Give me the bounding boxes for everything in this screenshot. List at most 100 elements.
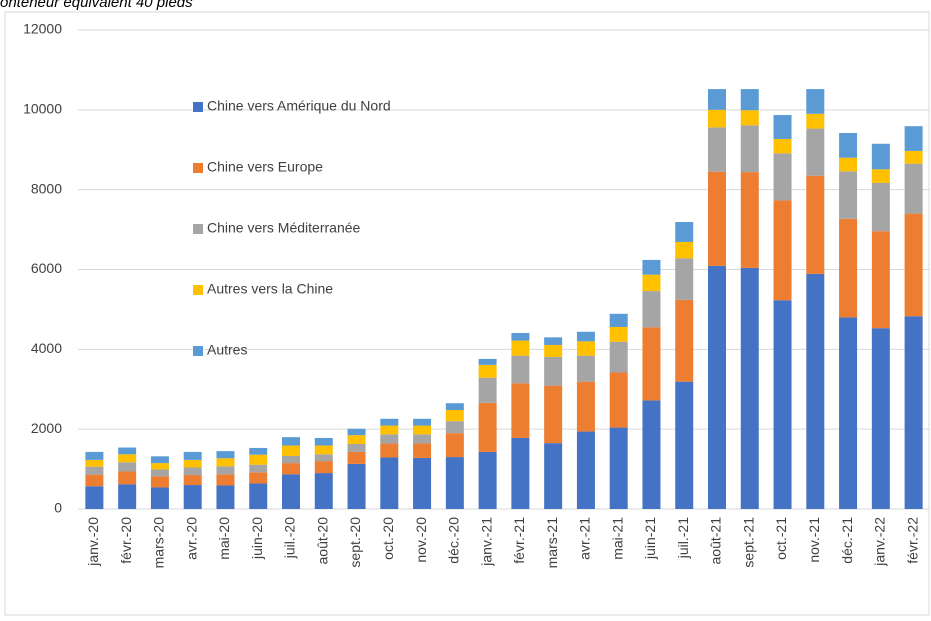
bar-segment bbox=[806, 113, 825, 129]
y-tick-label: 0 bbox=[54, 500, 62, 516]
x-tick-label: sept.-21 bbox=[740, 517, 756, 568]
bar-segment bbox=[282, 437, 300, 446]
bar-segment bbox=[183, 459, 202, 468]
bar-segment bbox=[871, 143, 890, 170]
legend-label: Autres vers la Chine bbox=[207, 281, 333, 297]
legend-label: Chine vers Méditerranée bbox=[207, 220, 361, 236]
bar-segment bbox=[85, 459, 104, 467]
bar-segment bbox=[150, 456, 169, 464]
bar-segment bbox=[118, 471, 137, 485]
bar-segment bbox=[347, 435, 366, 444]
bar-segment bbox=[511, 355, 530, 384]
bar-segment bbox=[740, 125, 759, 173]
bar-segment bbox=[249, 472, 268, 484]
bar-segment bbox=[445, 403, 464, 411]
bar-segment bbox=[380, 418, 399, 426]
legend-swatch bbox=[193, 285, 203, 295]
x-tick-label: nov.-20 bbox=[413, 517, 429, 563]
chart-border bbox=[4, 11, 930, 616]
legend-swatch bbox=[193, 346, 203, 356]
bar-segment bbox=[347, 443, 366, 452]
x-tick-label: mars-21 bbox=[544, 517, 560, 569]
bar-segment bbox=[708, 109, 726, 128]
bar-segment bbox=[544, 344, 563, 357]
bar-segment bbox=[871, 169, 890, 183]
x-tick-label: juil.-21 bbox=[675, 517, 691, 559]
bar-segment bbox=[282, 463, 300, 475]
bar-segment bbox=[380, 457, 399, 509]
bar-segment bbox=[609, 326, 628, 342]
x-tick-label: nov.-21 bbox=[806, 517, 822, 563]
bar-segment bbox=[85, 466, 104, 475]
bar-segment bbox=[576, 341, 595, 356]
bar-segment bbox=[544, 337, 563, 345]
x-tick-label: oct.-20 bbox=[380, 517, 396, 560]
bar-segment bbox=[871, 231, 890, 329]
bar-segment bbox=[675, 381, 694, 509]
bar-segment bbox=[445, 433, 464, 458]
bar-segment bbox=[445, 410, 464, 422]
bar-segment bbox=[675, 299, 694, 382]
bar-segment bbox=[642, 259, 661, 275]
y-tick-label: 12000 bbox=[23, 21, 62, 37]
bar-segment bbox=[380, 434, 399, 444]
bar-segment bbox=[511, 332, 530, 341]
bar-segment bbox=[183, 475, 202, 486]
x-tick-label: févr.-22 bbox=[904, 517, 920, 564]
legend-label: Autres bbox=[207, 342, 247, 358]
bar-segment bbox=[183, 467, 202, 476]
bar-segment bbox=[806, 89, 825, 114]
bar-segment bbox=[806, 273, 825, 509]
bar-segment bbox=[740, 267, 759, 509]
bar-segment bbox=[478, 364, 497, 378]
bar-segment bbox=[216, 485, 235, 509]
bar-segment bbox=[478, 358, 497, 365]
bar-segment bbox=[347, 463, 366, 509]
bar-segment bbox=[675, 221, 694, 242]
bar-segment bbox=[740, 172, 759, 268]
bar-segment bbox=[839, 171, 858, 219]
y-tick-label: 8000 bbox=[31, 180, 62, 196]
bar-segment bbox=[413, 434, 432, 444]
bar-segment bbox=[839, 157, 858, 172]
x-tick-label: janv.-21 bbox=[478, 517, 494, 567]
bar-segment bbox=[314, 473, 333, 509]
x-tick-label: oct.-21 bbox=[773, 517, 789, 560]
bar-segment bbox=[347, 428, 366, 436]
bar-segment bbox=[314, 445, 333, 455]
legend-swatch bbox=[193, 224, 203, 234]
bar-segment bbox=[314, 461, 333, 474]
bar-segment bbox=[216, 451, 235, 459]
bar-segment bbox=[478, 377, 497, 403]
x-tick-label: févr.-21 bbox=[511, 517, 527, 564]
bar-segment bbox=[183, 485, 202, 509]
bar-segment bbox=[576, 431, 595, 509]
x-tick-label: janv.-22 bbox=[872, 517, 888, 567]
bar-segment bbox=[708, 171, 726, 266]
bar-segment bbox=[413, 443, 432, 458]
bar-segment bbox=[609, 313, 628, 327]
bar-segment bbox=[773, 138, 792, 154]
x-tick-label: mai-20 bbox=[216, 517, 232, 560]
x-tick-label: août-21 bbox=[708, 517, 724, 565]
legend-label: Chine vers Amérique du Nord bbox=[207, 98, 391, 114]
bar-segment bbox=[544, 356, 563, 386]
x-tick-label: déc.-21 bbox=[839, 517, 855, 564]
x-tick-label: août-20 bbox=[314, 517, 330, 565]
bar-segment bbox=[675, 241, 694, 259]
bar-segment bbox=[740, 89, 759, 111]
legend-label: Chine vers Europe bbox=[207, 159, 323, 175]
x-tick-label: janv.-20 bbox=[85, 517, 101, 567]
bar-segment bbox=[478, 402, 497, 452]
bar-segment bbox=[118, 447, 137, 455]
bar-segment bbox=[216, 474, 235, 486]
bar-segment bbox=[806, 128, 825, 176]
bar-segment bbox=[150, 463, 169, 470]
bar-segment bbox=[413, 425, 432, 435]
bar-segment bbox=[85, 451, 104, 460]
bar-segment bbox=[282, 474, 300, 509]
bar-segment bbox=[249, 454, 268, 465]
bar-segment bbox=[576, 381, 595, 432]
x-tick-label: févr.-20 bbox=[118, 517, 134, 564]
